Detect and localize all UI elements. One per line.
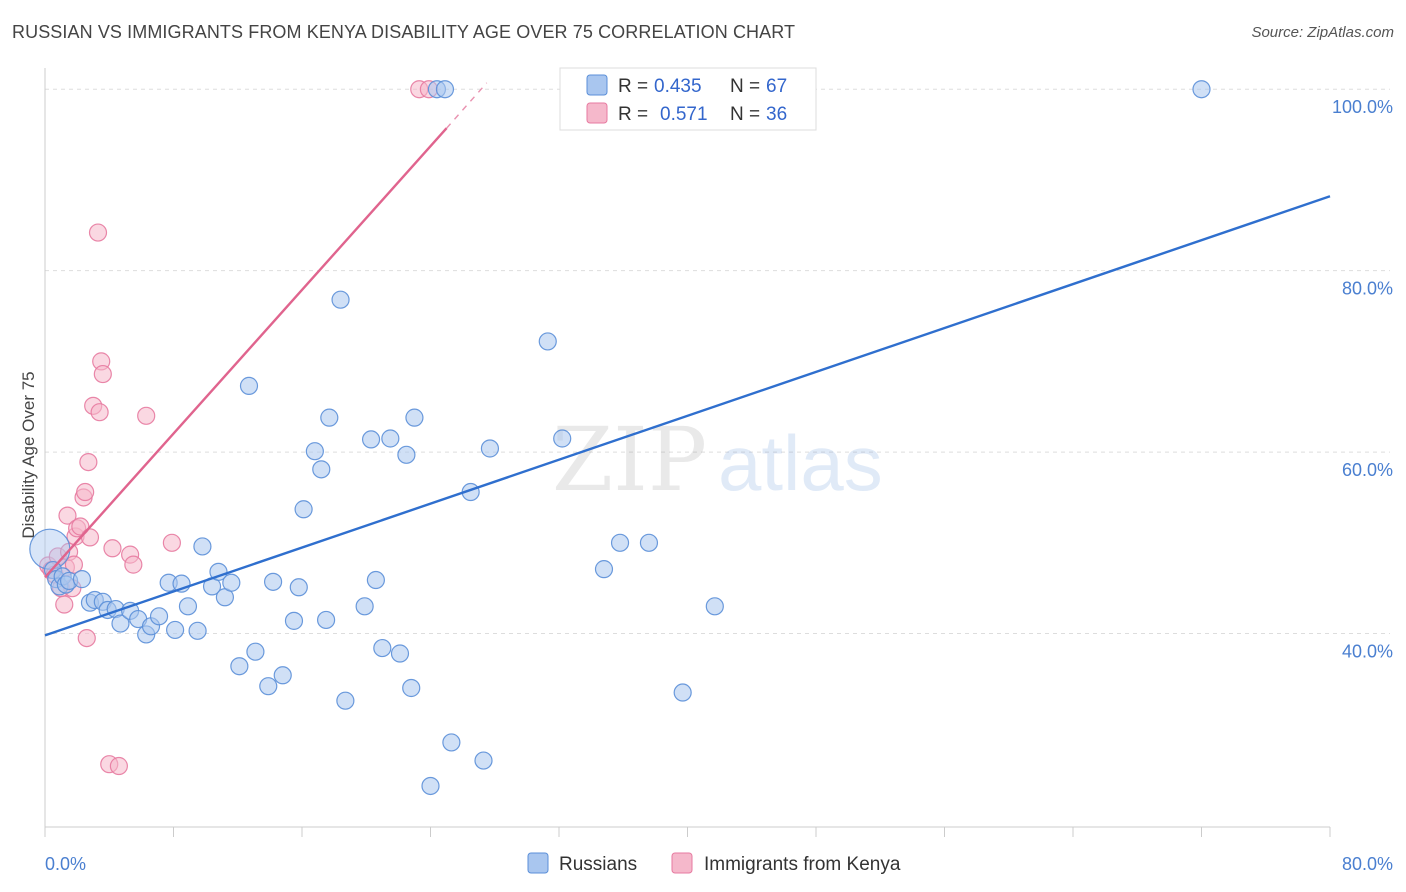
legend-swatch-kenya	[586, 102, 608, 124]
russians-point-55	[435, 80, 455, 99]
russians-point-33	[263, 572, 283, 591]
russians-point-42	[331, 290, 350, 309]
bottom-legend-swatch-kenya	[671, 852, 693, 874]
x-tick-label-0: 0.0%	[45, 854, 86, 874]
russians-point-20	[166, 620, 185, 640]
axes	[44, 68, 1331, 837]
legend-r-value-russians: 0.435	[654, 76, 702, 97]
legend-n-value-russians: 67	[766, 76, 787, 97]
russians-point-38	[305, 442, 324, 461]
russians-point-30	[239, 376, 259, 395]
russians-point-44	[355, 597, 374, 616]
russians-point-36	[289, 578, 308, 597]
kenya-trend-line	[44, 127, 448, 579]
russians-point-23	[188, 621, 207, 640]
russians-point-59	[480, 439, 500, 458]
kenya-point-26	[109, 756, 128, 776]
y-tick-label-1: 60.0%	[1342, 460, 1393, 480]
russians-point-45	[361, 430, 381, 449]
russians-trend-line	[44, 195, 1331, 637]
russians-point-37	[294, 500, 313, 519]
kenya-point-7	[58, 506, 77, 525]
legend-r-label-russians: R =	[618, 76, 648, 97]
y-tick-label-2: 80.0%	[1342, 279, 1393, 299]
x-tick-label-1: 80.0%	[1342, 854, 1393, 874]
russians-point-67	[1192, 80, 1211, 99]
y-tick-label-3: 100.0%	[1332, 97, 1393, 117]
kenya-point-20	[88, 223, 108, 242]
kenya-point-23	[93, 364, 112, 384]
russians-point-62	[594, 560, 614, 579]
russians-point-52	[405, 408, 424, 427]
kenya-point-21	[90, 403, 109, 422]
y-tick-labels: 40.0% 60.0% 80.0% 100.0%	[1332, 97, 1393, 661]
chart-title: RUSSIAN VS IMMIGRANTS FROM KENYA DISABIL…	[12, 22, 796, 42]
legend-box: R = 0.435 N = 67 R = 0.571 N = 36	[559, 67, 817, 131]
russians-point-32	[259, 677, 278, 696]
chart-source: Source: ZipAtlas.com	[1251, 24, 1394, 41]
bottom-legend: Russians Immigrants from Kenya	[527, 852, 901, 875]
bottom-legend-kenya: Immigrants from Kenya	[704, 854, 901, 875]
kenya-point-29	[137, 406, 156, 425]
russians-point-7	[72, 570, 92, 589]
russians-point-53	[421, 776, 440, 796]
russians-point-63	[610, 533, 630, 552]
russians-point-48	[381, 429, 400, 448]
russians-point-60	[538, 332, 557, 351]
russians-point-58	[474, 751, 493, 770]
x-tick-labels: 0.0% 80.0%	[45, 854, 1393, 874]
russians-point-13	[111, 614, 130, 633]
russians-point-29	[230, 657, 249, 676]
legend-r-label-kenya: R =	[618, 104, 648, 125]
y-tick-label-0: 40.0%	[1342, 642, 1393, 662]
kenya-point-15	[76, 482, 95, 502]
russians-point-56	[442, 733, 461, 752]
trend-lines	[44, 82, 1331, 637]
russians-point-65	[673, 683, 692, 702]
russians-point-24	[193, 537, 212, 556]
bottom-legend-swatch-russians	[527, 852, 549, 874]
russians-point-35	[284, 611, 304, 630]
kenya-point-18	[80, 528, 100, 547]
russians-point-26	[209, 562, 228, 581]
legend-r-value-kenya: 0.571	[660, 104, 708, 125]
gridlines	[45, 88, 1390, 635]
kenya-point-17	[79, 452, 98, 472]
legend-n-label-russians: N =	[730, 76, 760, 97]
watermark: ZIP atlas	[552, 408, 883, 511]
russians-point-22	[178, 597, 198, 616]
watermark-zip: ZIP	[552, 408, 707, 511]
russians-point-50	[397, 445, 416, 464]
russians-point-47	[373, 638, 392, 658]
legend-n-label-kenya: N =	[730, 104, 760, 125]
russians-point-49	[390, 644, 410, 663]
russians-point-39	[312, 460, 331, 479]
russians-point-51	[402, 678, 421, 698]
legend-n-value-kenya: 36	[766, 104, 787, 125]
kenya-point-16	[77, 628, 96, 648]
legend-swatch-russians	[586, 74, 608, 96]
russians-point-34	[273, 666, 292, 685]
bottom-legend-russians: Russians	[559, 854, 637, 875]
russians-point-31	[246, 642, 265, 661]
russians-point-46	[366, 570, 385, 590]
russians-point-41	[320, 408, 339, 427]
russians-point-28	[222, 573, 241, 592]
russians-point-43	[336, 691, 355, 710]
y-axis-label: Disability Age Over 75	[19, 371, 38, 538]
kenya-point-25	[103, 539, 122, 558]
kenya-point-5	[55, 595, 74, 614]
russians-point-18	[149, 607, 169, 626]
kenya-point-10	[64, 555, 84, 574]
russians-points	[29, 80, 1211, 796]
russians-point-66	[705, 597, 724, 616]
kenya-point-30	[162, 533, 181, 552]
russians-point-61	[553, 429, 572, 448]
kenya-point-28	[124, 555, 143, 574]
kenya-trend-extension	[446, 82, 488, 129]
russians-point-64	[639, 533, 659, 552]
russians-point-40	[316, 610, 336, 630]
watermark-atlas: atlas	[718, 419, 883, 507]
